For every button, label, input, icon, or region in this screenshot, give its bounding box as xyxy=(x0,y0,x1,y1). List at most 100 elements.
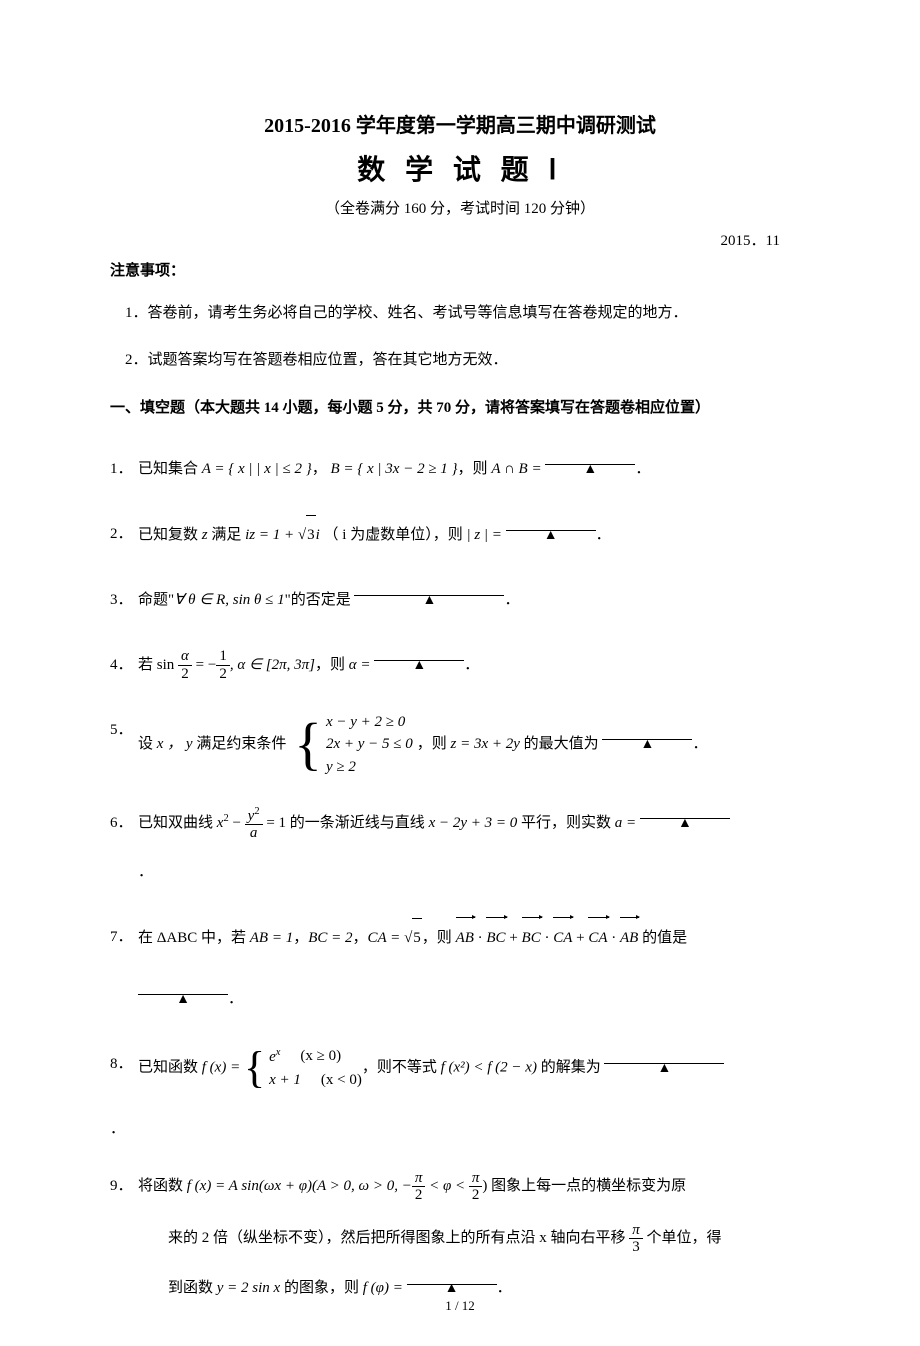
question-number: 8． xyxy=(110,1045,138,1084)
q1-ask: A ∩ B = xyxy=(491,461,541,477)
question-number: 7． xyxy=(110,918,138,957)
q6-after: 平行，则实数 xyxy=(517,815,615,831)
q9-l2after: 个单位，得 xyxy=(643,1230,722,1246)
sqrt-3: 3 xyxy=(298,515,316,555)
question-number: 2． xyxy=(110,515,138,554)
q7-ab: AB = 1 xyxy=(250,930,293,946)
q9-l3mid: 的图象，则 xyxy=(280,1280,363,1296)
answer-blank xyxy=(602,725,692,740)
question-number: 1． xyxy=(110,450,138,489)
q2-sat: 满足 xyxy=(208,527,246,543)
q6-ask: a = xyxy=(615,815,636,831)
frac-pi-3: π3 xyxy=(629,1222,643,1256)
question-8: 8． 已知函数 f (x) = { ex(x ≥ 0) x + 1(x < 0)… xyxy=(110,1045,810,1091)
q7-c1: ， xyxy=(293,930,308,946)
q2-ask: | z | = xyxy=(466,527,501,543)
answer-blank xyxy=(354,581,504,596)
vec-bc2: BC xyxy=(522,919,541,958)
q4-pre: 若 xyxy=(138,657,157,673)
q8-ask: 的解集为 xyxy=(537,1060,601,1076)
q9-y2sin: y = 2 sin x xyxy=(217,1280,280,1296)
exam-date: 2015．11 xyxy=(110,229,780,253)
q9-l2pre: 来的 2 倍（纵坐标不变），然后把所得图象上的所有点沿 x 轴向右平移 xyxy=(168,1230,629,1246)
piecewise-fx: { ex(x ≥ 0) x + 1(x < 0) xyxy=(244,1045,362,1091)
q4-sin: sin xyxy=(157,657,175,673)
q1-then: ，则 xyxy=(458,461,492,477)
q8-fx: f (x) = xyxy=(202,1060,244,1076)
vec-bc: BC xyxy=(486,919,505,958)
q7-after: ，则 xyxy=(422,930,456,946)
q5-ask: 的最大值为 xyxy=(520,736,599,752)
q1-end: ． xyxy=(635,461,650,477)
frac-alpha-2: α2 xyxy=(178,648,192,682)
section-one-heading: 一、填空题（本大题共 14 小题，每小题 5 分，共 70 分，请将答案填写在答… xyxy=(110,396,810,420)
q7-c2: ， xyxy=(353,930,368,946)
vec-ab: AB xyxy=(456,919,474,958)
answer-blank xyxy=(374,646,464,661)
question-number: 5． xyxy=(110,711,138,750)
q2-eq: iz = 1 + xyxy=(245,527,298,543)
q1-comma: ， xyxy=(312,461,327,477)
q4-end: ． xyxy=(464,657,479,673)
answer-blank xyxy=(604,1049,724,1064)
question-4: 4． 若 sin α2 = −12, α ∈ [2π, 3π]，则 α = ． xyxy=(110,646,810,685)
q9-lt: < φ < xyxy=(425,1178,469,1194)
q5-xy: x ， y xyxy=(157,736,193,752)
q6-minus: − xyxy=(229,815,245,831)
q6-pre: 已知双曲线 xyxy=(138,815,217,831)
answer-blank xyxy=(138,980,228,995)
q9-end: ． xyxy=(497,1280,512,1296)
answer-blank xyxy=(506,516,596,531)
question-5: 5． 设 x ， y 满足约束条件 { x − y + 2 ≥ 0 2x + y… xyxy=(110,711,810,779)
q5-pre: 设 xyxy=(138,736,157,752)
q7-end: ． xyxy=(228,991,243,1007)
question-1: 1． 已知集合 A = { x | | x | ≤ 2 }， B = { x |… xyxy=(110,450,810,489)
q8-after: ，则不等式 xyxy=(362,1060,441,1076)
frac-1-2: 12 xyxy=(216,648,230,682)
q9-pre: 将函数 xyxy=(138,1178,187,1194)
answer-blank xyxy=(407,1270,497,1285)
notice-heading: 注意事项： xyxy=(110,259,810,283)
question-3: 3． 命题"∀ θ ∈ R, sin θ ≤ 1"的否定是 ． xyxy=(110,581,810,620)
q4-domain: , α ∈ [2π, 3π] xyxy=(230,657,315,673)
q9-l3pre: 到函数 xyxy=(168,1280,217,1296)
notice-item-2: 2．试题答案均写在答题卷相应位置，答在其它地方无效． xyxy=(110,348,810,374)
q9-fx: f (x) = A sin(ωx + φ)(A > 0, ω > 0, − xyxy=(187,1178,412,1194)
q8-ineq: f (x²) < f (2 − x) xyxy=(441,1060,537,1076)
question-number: 6． xyxy=(110,804,138,843)
vec-ab2: AB xyxy=(620,919,638,958)
q9-after: 图象上每一点的横坐标变为原 xyxy=(487,1178,686,1194)
vec-ca: CA xyxy=(553,919,572,958)
answer-blank xyxy=(545,450,635,465)
answer-blank xyxy=(640,804,730,819)
q5-after: ，则 xyxy=(417,736,451,752)
q3-stmt: ∀ θ ∈ R, sin θ ≤ 1 xyxy=(174,592,284,608)
q7-p1: + xyxy=(506,930,522,946)
constraint-system: { x − y + 2 ≥ 0 2x + y − 5 ≤ 0 y ≥ 2 xyxy=(294,711,413,779)
frac-pi-2b: π2 xyxy=(469,1170,483,1204)
exam-title: 2015-2016 学年度第一学期高三期中调研测试 xyxy=(110,110,810,142)
q1-set-a: A = { x | | x | ≤ 2 } xyxy=(202,461,312,477)
q4-ask: α = xyxy=(349,657,371,673)
q3-mid: "的否定是 xyxy=(285,592,351,608)
q2-i: i xyxy=(316,527,320,543)
q3-pre: 命题" xyxy=(138,592,174,608)
question-7: 7． 在 ΔABC 中，若 AB = 1，BC = 2，CA = 5，则 AB … xyxy=(110,918,810,1019)
q7-pre: 在 ΔABC 中，若 xyxy=(138,930,250,946)
q7-bc: BC = 2 xyxy=(308,930,352,946)
q9-ask: f (φ) = xyxy=(363,1280,403,1296)
q5-z: z = 3x + 2y xyxy=(451,736,520,752)
q5-end: ． xyxy=(692,736,707,752)
q7-ca: CA = xyxy=(368,930,405,946)
q6-line: x − 2y + 3 = 0 xyxy=(429,815,518,831)
q4-after: ，则 xyxy=(315,657,349,673)
sqrt-5: 5 xyxy=(404,918,422,958)
q6-end: ． xyxy=(138,864,153,880)
frac-pi-2a: π2 xyxy=(412,1170,426,1204)
question-6: 6． 已知双曲线 x2 − y2a = 1 的一条渐近线与直线 x − 2y +… xyxy=(110,804,810,892)
q6-mid: 的一条渐近线与直线 xyxy=(286,815,429,831)
exam-info: （全卷满分 160 分，考试时间 120 分钟） xyxy=(110,197,810,221)
q2-pre: 已知复数 xyxy=(138,527,202,543)
question-number: 3． xyxy=(110,581,138,620)
q8-pre: 已知函数 xyxy=(138,1060,202,1076)
